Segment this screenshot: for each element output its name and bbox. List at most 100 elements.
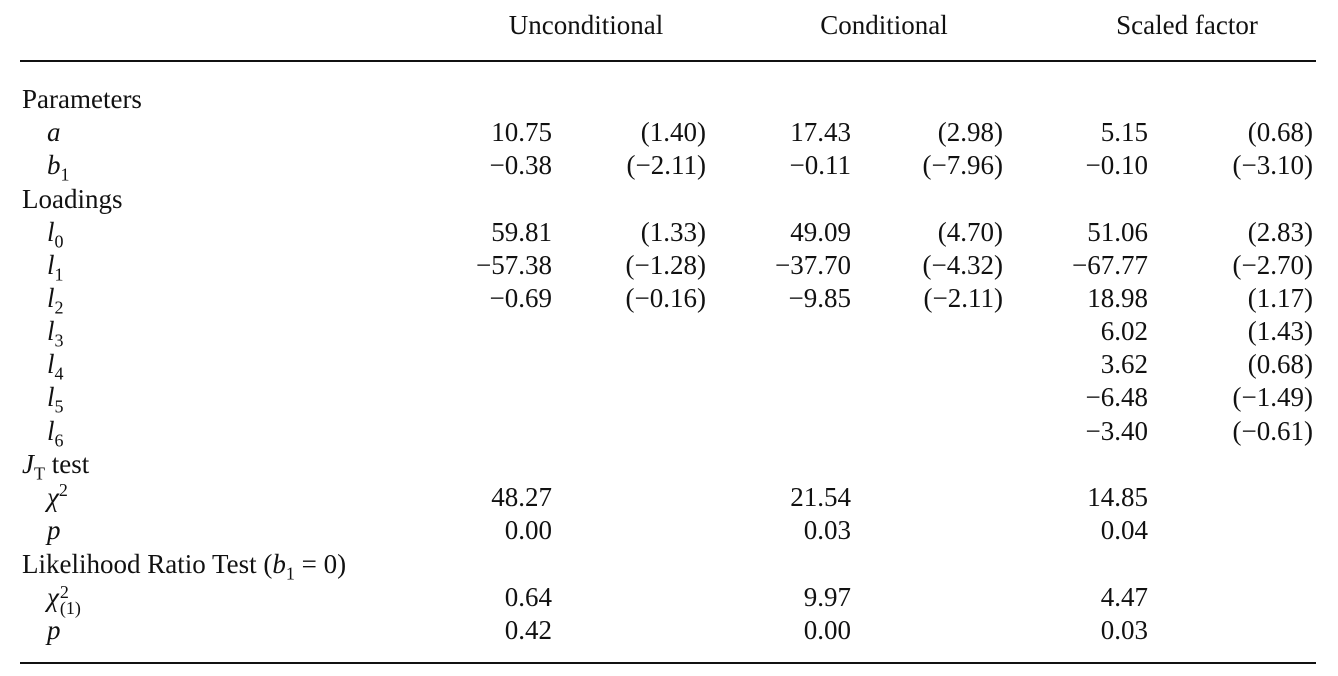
t-statistic: (1.43) bbox=[1247, 316, 1313, 346]
estimate-value: 0.64 bbox=[504, 582, 552, 612]
section-row: JT test bbox=[0, 448, 1338, 484]
section-label: JT test bbox=[22, 449, 90, 484]
estimate-value: 10.75 bbox=[491, 117, 552, 147]
estimate-value: 48.27 bbox=[491, 482, 552, 512]
t-statistic: (0.68) bbox=[1247, 349, 1313, 379]
row-symbol-sub: (1) bbox=[59, 597, 81, 618]
estimate-value: 4.47 bbox=[1100, 582, 1148, 612]
row-symbol-sub: 4 bbox=[54, 363, 64, 384]
t-statistic: (1.40) bbox=[640, 117, 706, 147]
estimate-value: 0.03 bbox=[1100, 615, 1148, 645]
row-symbol: p bbox=[47, 615, 61, 645]
table-row: l4 3.62 (0.68) bbox=[0, 348, 1338, 384]
table-row: a 10.75 (1.40) 17.43 (2.98) 5.15 (0.68) bbox=[0, 116, 1338, 149]
estimate-value: −3.40 bbox=[1085, 416, 1148, 446]
t-statistic: (−3.10) bbox=[1232, 150, 1313, 180]
estimate-value: −67.77 bbox=[1072, 250, 1148, 280]
row-symbol: χ2 bbox=[47, 480, 68, 512]
table-row: l3 6.02 (1.43) bbox=[0, 315, 1338, 351]
row-symbol-sub: 2 bbox=[54, 297, 64, 318]
section-label-sub: 1 bbox=[285, 563, 295, 584]
section-row: Parameters bbox=[0, 83, 1338, 116]
estimate-value: 0.03 bbox=[803, 515, 851, 545]
section-label: Loadings bbox=[22, 184, 123, 214]
estimate-value: 59.81 bbox=[491, 217, 552, 247]
row-symbol: l5 bbox=[47, 382, 64, 417]
table-row: p 0.42 0.00 0.03 bbox=[0, 614, 1338, 647]
row-symbol-sub: 0 bbox=[54, 231, 64, 252]
estimate-value: −0.10 bbox=[1085, 150, 1148, 180]
estimate-value: −0.38 bbox=[489, 150, 552, 180]
row-symbol-sup: 2 bbox=[59, 581, 69, 602]
col-header-conditional: Conditional bbox=[820, 10, 948, 40]
estimate-value: 0.00 bbox=[504, 515, 552, 545]
estimate-value: 51.06 bbox=[1087, 217, 1148, 247]
estimate-value: 18.98 bbox=[1087, 283, 1148, 313]
section-label-var: b bbox=[272, 549, 286, 579]
row-symbol: l0 bbox=[47, 217, 64, 252]
section-label-sub: T bbox=[33, 463, 45, 484]
bottom-rule bbox=[20, 662, 1316, 664]
t-statistic: (−7.96) bbox=[922, 150, 1003, 180]
table-row: b1 −0.38 (−2.11) −0.11 (−7.96) −0.10 (−3.10) bbox=[0, 149, 1338, 185]
col-header-unconditional: Unconditional bbox=[508, 10, 664, 40]
t-statistic: (4.70) bbox=[937, 217, 1003, 247]
table-row: l1 −57.38 (−1.28) −37.70 (−4.32) −67.77 (−2.70… bbox=[0, 249, 1338, 285]
estimate-value: 0.00 bbox=[803, 615, 851, 645]
t-statistic: (−2.70) bbox=[1232, 250, 1313, 280]
row-symbol: a bbox=[47, 117, 61, 147]
row-symbol: l6 bbox=[47, 416, 64, 451]
estimate-value: −0.69 bbox=[489, 283, 552, 313]
estimate-value: 49.09 bbox=[790, 217, 851, 247]
estimate-value: −6.48 bbox=[1085, 382, 1148, 412]
col-header-scaled-factor: Scaled factor bbox=[1116, 10, 1258, 40]
row-symbol: χ 2 (1) bbox=[47, 581, 81, 618]
t-statistic: (1.17) bbox=[1247, 283, 1313, 313]
estimate-value: 0.42 bbox=[504, 615, 552, 645]
section-row: Likelihood Ratio Test (b1 = 0) bbox=[0, 548, 1338, 584]
t-statistic: (2.83) bbox=[1247, 217, 1313, 247]
table-row: l2 −0.69 (−0.16) −9.85 (−2.11) 18.98 (1.17) bbox=[0, 282, 1338, 318]
estimate-value: 5.15 bbox=[1100, 117, 1148, 147]
row-symbol: l2 bbox=[47, 283, 64, 318]
estimate-value: 3.62 bbox=[1100, 349, 1148, 379]
estimate-value: 21.54 bbox=[790, 482, 851, 512]
estimate-value: 17.43 bbox=[790, 117, 851, 147]
row-symbol-sub: 6 bbox=[54, 430, 64, 451]
table-row: l6 −3.40 (−0.61) bbox=[0, 415, 1338, 451]
section-label-var: J bbox=[22, 449, 34, 479]
table-row: p 0.00 0.03 0.04 bbox=[0, 514, 1338, 547]
row-symbol: b1 bbox=[47, 150, 70, 185]
estimate-value: 6.02 bbox=[1100, 316, 1148, 346]
row-symbol: l3 bbox=[47, 316, 64, 351]
row-symbol: l4 bbox=[47, 349, 64, 384]
estimate-value: −57.38 bbox=[476, 250, 552, 280]
row-symbol-sub: 1 bbox=[54, 264, 64, 285]
table-row: l5 −6.48 (−1.49) bbox=[0, 381, 1338, 417]
row-symbol-sup: 2 bbox=[58, 480, 68, 500]
row-symbol-sub: 3 bbox=[54, 330, 64, 351]
t-statistic: (−1.28) bbox=[625, 250, 706, 280]
row-symbol-sub: 5 bbox=[54, 396, 64, 417]
row-symbol: l1 bbox=[47, 250, 64, 285]
estimate-value: 0.04 bbox=[1100, 515, 1148, 545]
row-symbol-sub: 1 bbox=[60, 164, 70, 185]
estimate-value: −9.85 bbox=[788, 283, 851, 313]
estimate-value: −0.11 bbox=[789, 150, 851, 180]
section-row: Loadings bbox=[0, 183, 1338, 216]
estimate-value: 9.97 bbox=[803, 582, 851, 612]
row-symbol: p bbox=[47, 515, 61, 545]
t-statistic: (−2.11) bbox=[923, 283, 1003, 313]
table-row: l0 59.81 (1.33) 49.09 (4.70) 51.06 (2.83) bbox=[0, 216, 1338, 252]
t-statistic: (−2.11) bbox=[626, 150, 706, 180]
section-label: Likelihood Ratio Test (b1 = 0) bbox=[22, 549, 347, 584]
row-symbol-scripts: 2 (1) bbox=[59, 581, 81, 618]
estimate-value: 14.85 bbox=[1087, 482, 1148, 512]
table-row: χ 2 (1) 0.64 9.97 4.47 bbox=[0, 581, 1338, 618]
t-statistic: (−0.61) bbox=[1232, 416, 1313, 446]
top-rule bbox=[20, 60, 1316, 62]
t-statistic: (2.98) bbox=[937, 117, 1003, 147]
t-statistic: (−1.49) bbox=[1232, 382, 1313, 412]
t-statistic: (−0.16) bbox=[625, 283, 706, 313]
t-statistic: (−4.32) bbox=[922, 250, 1003, 280]
